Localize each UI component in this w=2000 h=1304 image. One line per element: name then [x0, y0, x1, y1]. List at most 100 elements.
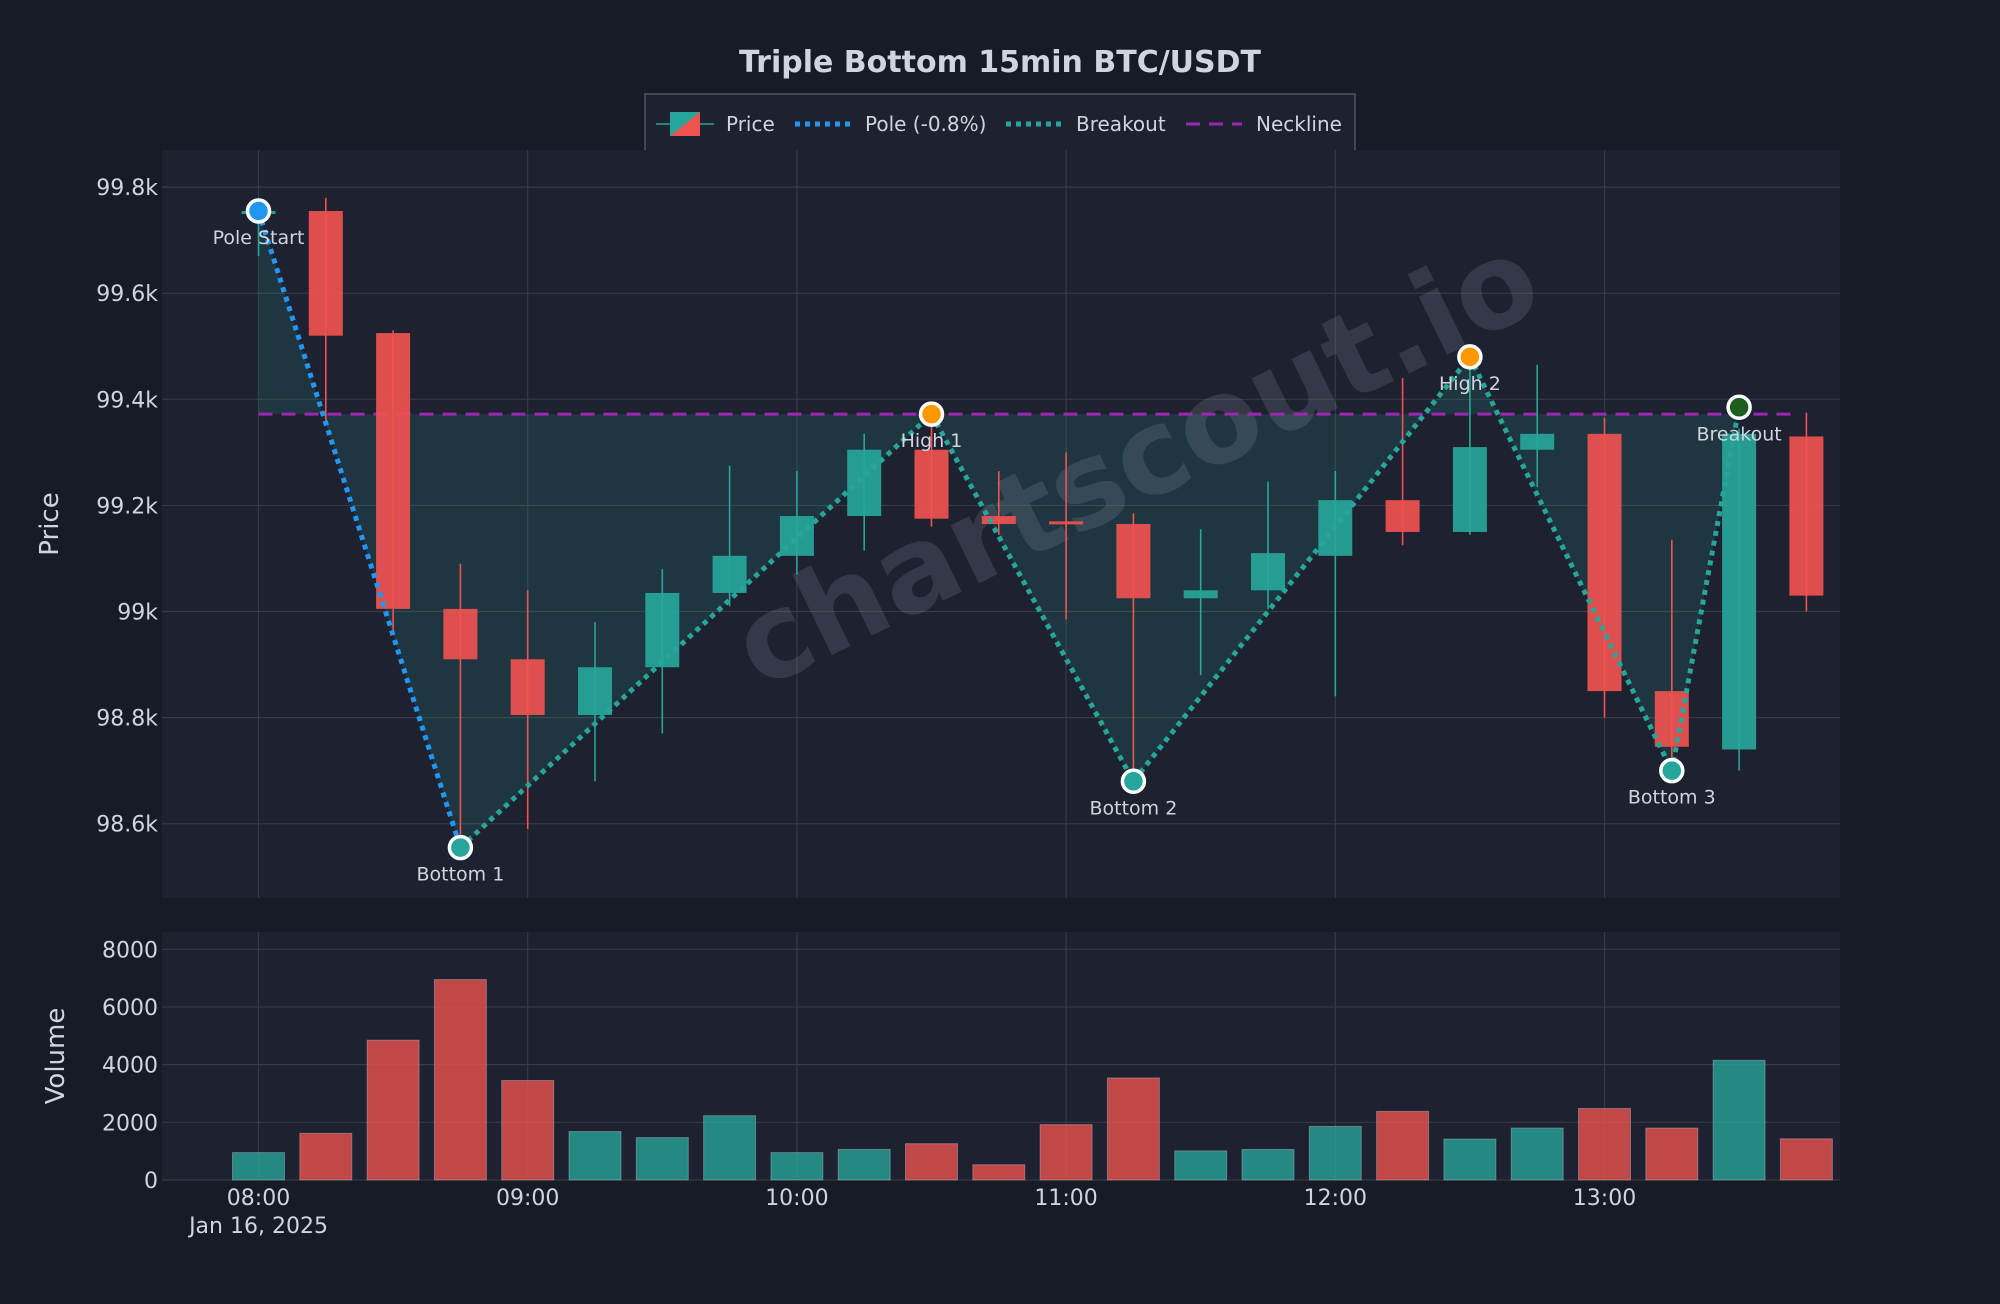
- point-label: Pole Start: [213, 227, 305, 249]
- point-marker: [1120, 768, 1147, 795]
- volume-tick-label: 8000: [102, 938, 158, 963]
- legend-label: Neckline: [1256, 112, 1342, 136]
- pattern-point: Bottom 3: [1628, 757, 1716, 809]
- volume-bar: [1308, 1125, 1362, 1181]
- legend-item: Pole (-0.8%): [795, 112, 986, 136]
- pattern-point: Breakout: [1696, 394, 1782, 445]
- time-tick-label: 12:00: [1304, 1186, 1367, 1211]
- volume-tick-label: 0: [144, 1169, 158, 1194]
- date-tick-label: Jan 16, 2025: [187, 1214, 328, 1239]
- candle-body: [578, 667, 612, 715]
- point-label: Breakout: [1696, 423, 1781, 445]
- volume-bar: [299, 1132, 353, 1181]
- price-tick-label: 98.8k: [96, 707, 158, 732]
- candle-body: [510, 659, 545, 715]
- point-marker: [1457, 344, 1483, 370]
- candle: [645, 569, 680, 734]
- point-label: Bottom 2: [1089, 797, 1177, 819]
- volume-bar: [501, 1080, 555, 1181]
- candle-body: [1049, 521, 1084, 525]
- candle: [1587, 417, 1622, 718]
- volume-bar: [1241, 1148, 1295, 1181]
- candle-body: [1183, 590, 1218, 599]
- point-label: Bottom 3: [1628, 787, 1716, 809]
- volume-bar: [1106, 1077, 1160, 1181]
- axes: 98.6k 98.8k 99k 99.2k 99.4k 99.6k 99.8k 0 2000 40…: [35, 176, 1636, 1239]
- volume-bar: [972, 1164, 1026, 1181]
- candle: [1789, 412, 1824, 612]
- volume-bar: [1443, 1138, 1497, 1181]
- legend-item: Neckline: [1186, 112, 1342, 136]
- legend-label: Pole (-0.8%): [865, 112, 986, 136]
- volume-tick-label: 2000: [102, 1111, 158, 1136]
- candle-body: [981, 516, 1016, 524]
- candle: [1385, 378, 1420, 546]
- volume-bar: [1712, 1059, 1766, 1181]
- volume-bar: [1645, 1127, 1699, 1181]
- volume-series: [232, 979, 1833, 1181]
- pattern-markers: Pole Start Bottom 1 High 1 Bottom 2 High 2 Bo…: [213, 198, 1782, 886]
- candle: [1183, 529, 1218, 676]
- candle-body: [1520, 433, 1555, 450]
- price-tick-label: 99.6k: [96, 282, 158, 307]
- point-label: High 1: [901, 430, 963, 452]
- candle-body: [645, 592, 680, 668]
- volume-tick-label: 4000: [102, 1054, 158, 1079]
- point-marker: [1726, 394, 1752, 421]
- candle-body: [1452, 447, 1487, 532]
- candle-body: [1385, 500, 1420, 532]
- candle: [981, 470, 1016, 535]
- candle: [510, 590, 545, 830]
- volume-bar: [1578, 1107, 1631, 1181]
- volume-bar: [770, 1152, 824, 1181]
- candle: [712, 465, 747, 607]
- time-tick-label: 10:00: [765, 1186, 828, 1211]
- candle: [1251, 481, 1285, 609]
- point-marker: [918, 401, 945, 427]
- point-label: High 2: [1439, 373, 1501, 395]
- legend-label: Price: [726, 112, 775, 136]
- volume-bar: [1376, 1110, 1430, 1181]
- candle: [443, 563, 478, 845]
- volume-bar: [635, 1137, 689, 1181]
- time-tick-label: 09:00: [496, 1186, 559, 1211]
- volume-bar: [1039, 1124, 1093, 1181]
- time-tick-label: 13:00: [1573, 1186, 1636, 1211]
- candle: [1049, 452, 1084, 620]
- price-tick-label: 99k: [117, 601, 158, 626]
- point-label: Bottom 1: [416, 864, 504, 886]
- candle-body: [1722, 433, 1757, 750]
- candle: [1520, 364, 1555, 487]
- pattern-point: Bottom 2: [1089, 768, 1177, 819]
- volume-bar: [1779, 1138, 1833, 1181]
- legend-item: Price: [656, 112, 775, 136]
- volume-bar: [232, 1152, 285, 1181]
- candle-body: [1116, 524, 1151, 599]
- pattern-point: Bottom 1: [416, 834, 504, 886]
- legend-swatch-down: [670, 112, 700, 136]
- candlestick-series: [241, 197, 1824, 845]
- candle-body: [847, 449, 882, 517]
- pattern-lines: [256, 210, 1742, 850]
- volume-tick-label: 6000: [102, 996, 158, 1021]
- candle-body: [1251, 553, 1285, 591]
- breakout-line: [458, 352, 1742, 850]
- legend-label: Breakout: [1076, 112, 1166, 136]
- candle: [1722, 428, 1757, 771]
- candle-body: [308, 211, 343, 336]
- volume-bar: [837, 1148, 891, 1181]
- candle-body: [1587, 433, 1622, 692]
- volume-bar: [703, 1115, 757, 1181]
- price-axis-label: Price: [35, 492, 65, 555]
- candle-body: [376, 333, 411, 609]
- time-tick-label: 11:00: [1034, 1186, 1097, 1211]
- point-marker: [1659, 757, 1685, 784]
- candle: [1452, 362, 1487, 535]
- candle: [578, 622, 612, 782]
- price-tick-label: 99.4k: [96, 388, 158, 413]
- pattern-point: High 2: [1439, 344, 1501, 395]
- pattern-point: High 1: [901, 401, 963, 452]
- candle: [1116, 513, 1151, 782]
